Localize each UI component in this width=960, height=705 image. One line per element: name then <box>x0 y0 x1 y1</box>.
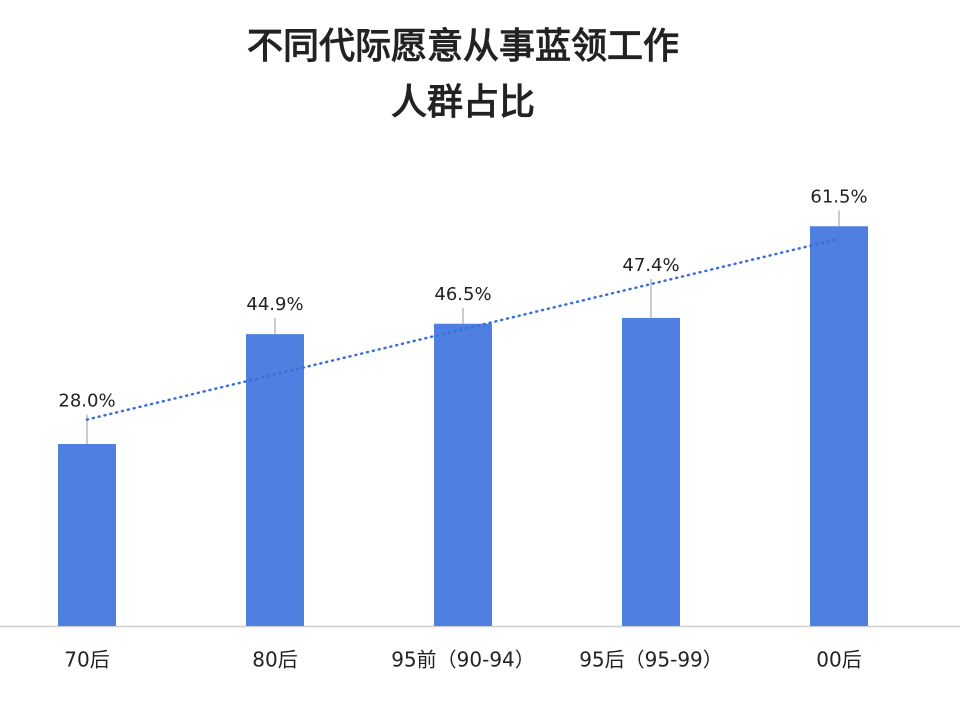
bar <box>58 444 116 626</box>
value-label: 61.5% <box>810 186 867 207</box>
x-tick-label: 80后 <box>252 648 297 672</box>
x-tick-label: 00后 <box>816 648 861 672</box>
value-label: 47.4% <box>622 255 679 276</box>
chart-title: 不同代际愿意从事蓝领工作 <box>247 26 679 67</box>
bar <box>434 323 492 626</box>
value-label: 46.5% <box>434 284 491 305</box>
x-tick-label: 70后 <box>64 648 109 672</box>
value-label: 28.0% <box>58 391 115 412</box>
bar <box>246 334 304 626</box>
bar <box>810 226 868 626</box>
chart-title: 人群占比 <box>391 82 535 123</box>
x-tick-label: 95后（95-99） <box>579 648 723 672</box>
value-label: 44.9% <box>246 294 303 315</box>
x-tick-label: 95前（90-94） <box>391 648 535 672</box>
bar <box>622 317 680 626</box>
